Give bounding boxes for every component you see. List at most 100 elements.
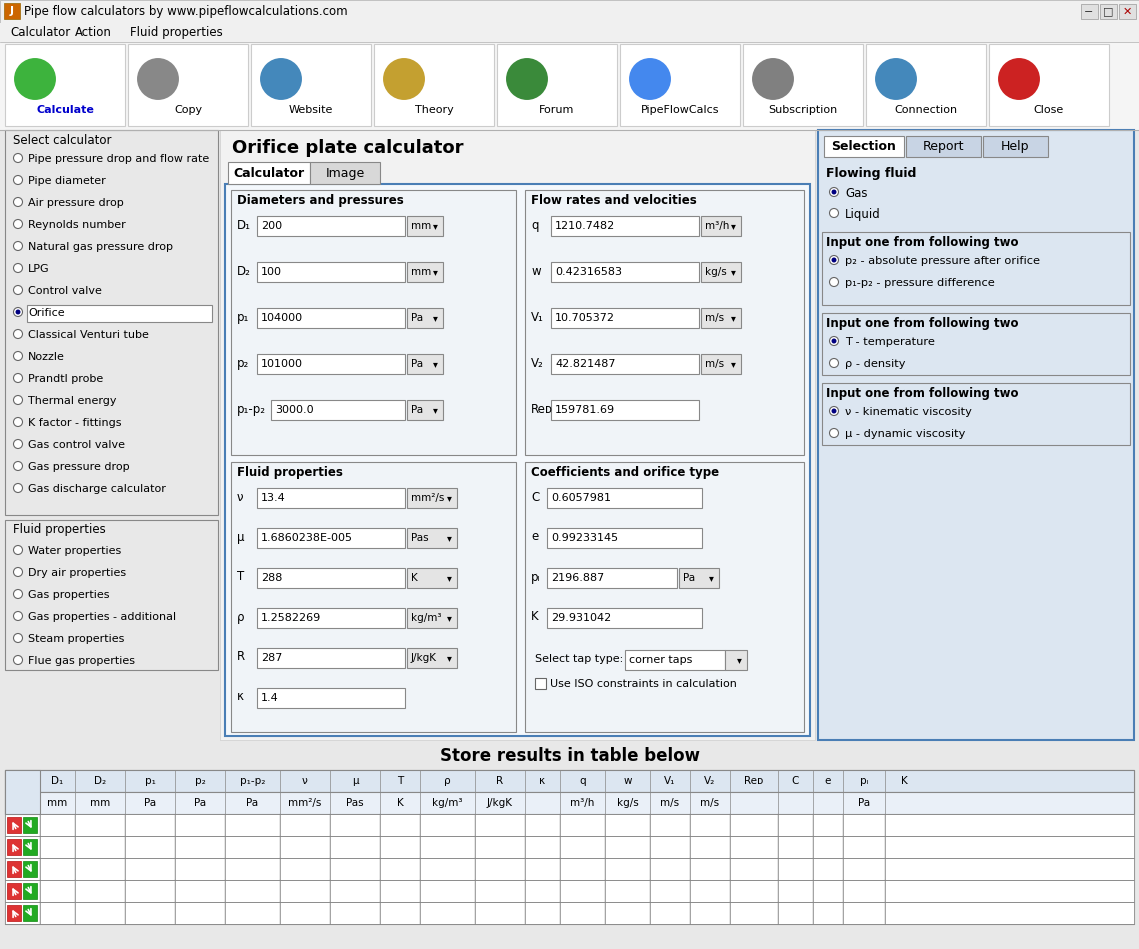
Text: LPG: LPG [28,264,50,274]
Bar [0,42,1139,130]
Bar [5,130,218,515]
Circle shape [16,309,21,314]
Text: ▾: ▾ [446,653,451,663]
Bar [535,678,546,689]
Bar [23,905,36,921]
Circle shape [829,255,838,265]
Text: Use ISO constraints in calculation: Use ISO constraints in calculation [550,679,737,689]
Text: m/s: m/s [700,798,720,808]
Bar [700,216,741,236]
Text: ▾: ▾ [446,613,451,623]
Text: ✕: ✕ [1122,7,1132,16]
Text: Gas: Gas [845,187,868,199]
Bar [5,858,1134,880]
Circle shape [14,546,23,554]
Text: ▾: ▾ [433,267,437,277]
Text: p₂: p₂ [237,357,249,369]
Bar [983,136,1048,157]
Text: ▾: ▾ [730,313,736,323]
Text: Gas properties: Gas properties [28,590,109,600]
Text: Flow rates and velocities: Flow rates and velocities [531,194,697,207]
Text: Report: Report [923,140,965,153]
Text: 13.4: 13.4 [261,493,286,503]
Text: Help: Help [1001,140,1030,153]
Text: Connection: Connection [894,105,958,115]
Bar [620,44,740,126]
Circle shape [997,57,1041,101]
Circle shape [259,57,303,101]
Text: R: R [497,776,503,786]
Text: −: − [1084,7,1093,16]
Text: K factor - fittings: K factor - fittings [28,418,122,428]
Text: K: K [531,610,539,623]
Text: m³/h: m³/h [705,221,729,231]
Text: q: q [531,218,539,232]
Text: Air pressure drop: Air pressure drop [28,198,124,208]
Bar [23,861,36,877]
Text: mm: mm [90,798,110,808]
Text: ν: ν [237,491,244,504]
Circle shape [382,57,426,101]
Text: Gas pressure drop: Gas pressure drop [28,462,130,472]
Text: ρ: ρ [444,776,451,786]
Bar [257,354,405,374]
Text: Natural gas pressure drop: Natural gas pressure drop [28,242,173,252]
Circle shape [831,339,836,344]
Text: kg/m³: kg/m³ [411,613,442,623]
Circle shape [829,406,838,416]
Bar [23,839,36,855]
Text: 101000: 101000 [261,359,303,369]
Text: 0.99233145: 0.99233145 [551,533,618,543]
Text: 200: 200 [261,221,282,231]
Bar [407,354,443,374]
Text: J/kgK: J/kgK [411,653,437,663]
Bar [257,688,405,708]
Text: Orifice: Orifice [28,308,65,318]
Text: ▾: ▾ [730,221,736,231]
Text: mm: mm [411,221,432,231]
Circle shape [829,429,838,437]
Text: J/kgK: J/kgK [487,798,513,808]
Text: ν: ν [302,776,308,786]
Text: mm²/s: mm²/s [411,493,444,503]
Text: J: J [10,6,14,16]
Text: Gas properties - additional: Gas properties - additional [28,612,177,622]
Text: Steam properties: Steam properties [28,634,124,644]
Text: 0.42316583: 0.42316583 [555,267,622,277]
Bar [989,44,1109,126]
Bar [547,488,702,508]
Bar [407,648,457,668]
Bar [822,383,1130,445]
Text: ▾: ▾ [446,493,451,503]
Circle shape [14,197,23,207]
Text: 42.821487: 42.821487 [555,359,615,369]
Text: 287: 287 [261,653,282,663]
Bar [257,528,405,548]
Bar [128,44,248,126]
Text: ▾: ▾ [433,221,437,231]
Text: ▾: ▾ [433,405,437,415]
Bar [551,400,699,420]
Bar [5,880,1134,902]
Text: e: e [531,530,539,544]
Text: μ: μ [352,776,359,786]
Text: V₂: V₂ [531,357,543,369]
Text: 2196.887: 2196.887 [551,573,605,583]
Bar [5,770,1134,924]
Bar [551,308,699,328]
Text: Pa: Pa [683,573,695,583]
Bar [257,308,405,328]
Text: Selection: Selection [831,140,896,153]
Bar [374,44,494,126]
Bar [257,648,405,668]
Text: K: K [411,573,418,583]
Text: e: e [825,776,831,786]
Circle shape [14,307,23,317]
Text: Close: Close [1034,105,1064,115]
Text: 104000: 104000 [261,313,303,323]
Text: Theory: Theory [415,105,453,115]
Text: C: C [792,776,800,786]
Text: m/s: m/s [705,313,724,323]
Text: 29.931042: 29.931042 [551,613,612,623]
Bar [257,568,405,588]
